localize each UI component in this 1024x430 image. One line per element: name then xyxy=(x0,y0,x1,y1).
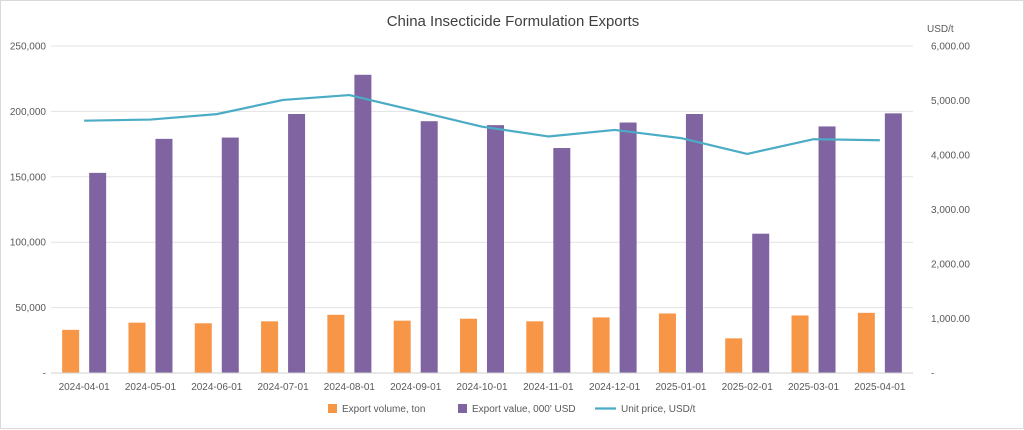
bar-export-volume xyxy=(261,321,279,373)
x-tick-label: 2024-05-01 xyxy=(125,382,177,393)
bar-export-volume xyxy=(857,312,875,373)
y-right-tick-label: 1,000.00 xyxy=(931,314,970,325)
bar-export-value xyxy=(221,137,239,373)
legend-label: Unit price, USD/t xyxy=(621,404,696,415)
bar-export-value xyxy=(354,74,372,373)
bar-export-volume xyxy=(194,323,212,373)
y-left-tick-label: 100,000 xyxy=(10,238,47,249)
x-tick-label: 2025-02-01 xyxy=(722,382,774,393)
x-tick-label: 2024-04-01 xyxy=(59,382,111,393)
bar-export-value xyxy=(155,138,173,373)
bar-export-value xyxy=(89,172,107,373)
bar-export-volume xyxy=(460,318,477,373)
bar-export-volume xyxy=(592,317,610,373)
legend-label: Export value, 000' USD xyxy=(472,404,576,415)
x-tick-label: 2024-09-01 xyxy=(390,382,442,393)
y-left-tick-label: - xyxy=(43,369,46,380)
bar-export-value xyxy=(818,126,836,373)
x-tick-label: 2024-12-01 xyxy=(589,382,641,393)
bar-export-value xyxy=(884,113,902,373)
legend: Export volume, ton Export value, 000' USD… xyxy=(328,404,696,415)
x-tick-label: 2025-04-01 xyxy=(854,382,906,393)
y-right-tick-label: 3,000.00 xyxy=(931,205,970,216)
y-right-tick-label: 6,000.00 xyxy=(931,42,970,53)
x-tick-label: 2024-10-01 xyxy=(456,382,508,393)
bar-export-volume xyxy=(393,320,411,373)
bars xyxy=(62,74,902,374)
legend-swatch-export-volume xyxy=(328,404,337,413)
y-left-tick-label: 250,000 xyxy=(10,42,47,53)
y-left-tick-label: 200,000 xyxy=(10,107,47,118)
bar-export-volume xyxy=(62,329,80,373)
bar-export-volume xyxy=(128,322,146,373)
bar-export-volume xyxy=(725,338,743,373)
gridlines xyxy=(51,45,913,374)
line-series xyxy=(84,93,880,156)
x-tick-label: 2024-08-01 xyxy=(324,382,376,393)
y-right-tick-label: 4,000.00 xyxy=(931,151,970,162)
x-tick-label: 2024-11-01 xyxy=(523,382,574,393)
y-right-tick-label: - xyxy=(931,369,934,380)
bar-export-value xyxy=(420,121,438,374)
line-unit-price xyxy=(84,93,880,156)
y-right-tick-label: 5,000.00 xyxy=(931,96,970,107)
bar-export-volume xyxy=(658,313,676,373)
bar-export-volume xyxy=(791,315,809,373)
legend-swatch-export-value xyxy=(458,404,467,413)
bar-export-value xyxy=(752,233,770,373)
axes: - 50,000 100,000 150,000 200,000 250,000 - 1,00… xyxy=(10,42,971,394)
legend-label: Export volume, ton xyxy=(342,404,425,415)
bar-export-value xyxy=(288,114,306,374)
bar-export-value xyxy=(619,122,637,373)
x-tick-label: 2024-07-01 xyxy=(257,382,309,393)
chart-title: China Insecticide Formulation Exports xyxy=(387,13,640,30)
y-right-tick-label: 2,000.00 xyxy=(931,260,970,271)
bar-export-volume xyxy=(526,321,544,373)
x-tick-label: 2025-01-01 xyxy=(655,382,707,393)
x-tick-label: 2024-06-01 xyxy=(191,382,243,393)
bar-export-volume xyxy=(327,314,345,373)
bar-export-value xyxy=(685,114,703,374)
x-tick-label: 2025-03-01 xyxy=(788,382,840,393)
right-axis-unit-label: USD/t xyxy=(927,24,954,35)
y-left-tick-label: 150,000 xyxy=(10,172,47,183)
bar-export-value xyxy=(487,125,504,373)
y-left-tick-label: 50,000 xyxy=(15,303,46,314)
bar-export-value xyxy=(553,148,571,373)
